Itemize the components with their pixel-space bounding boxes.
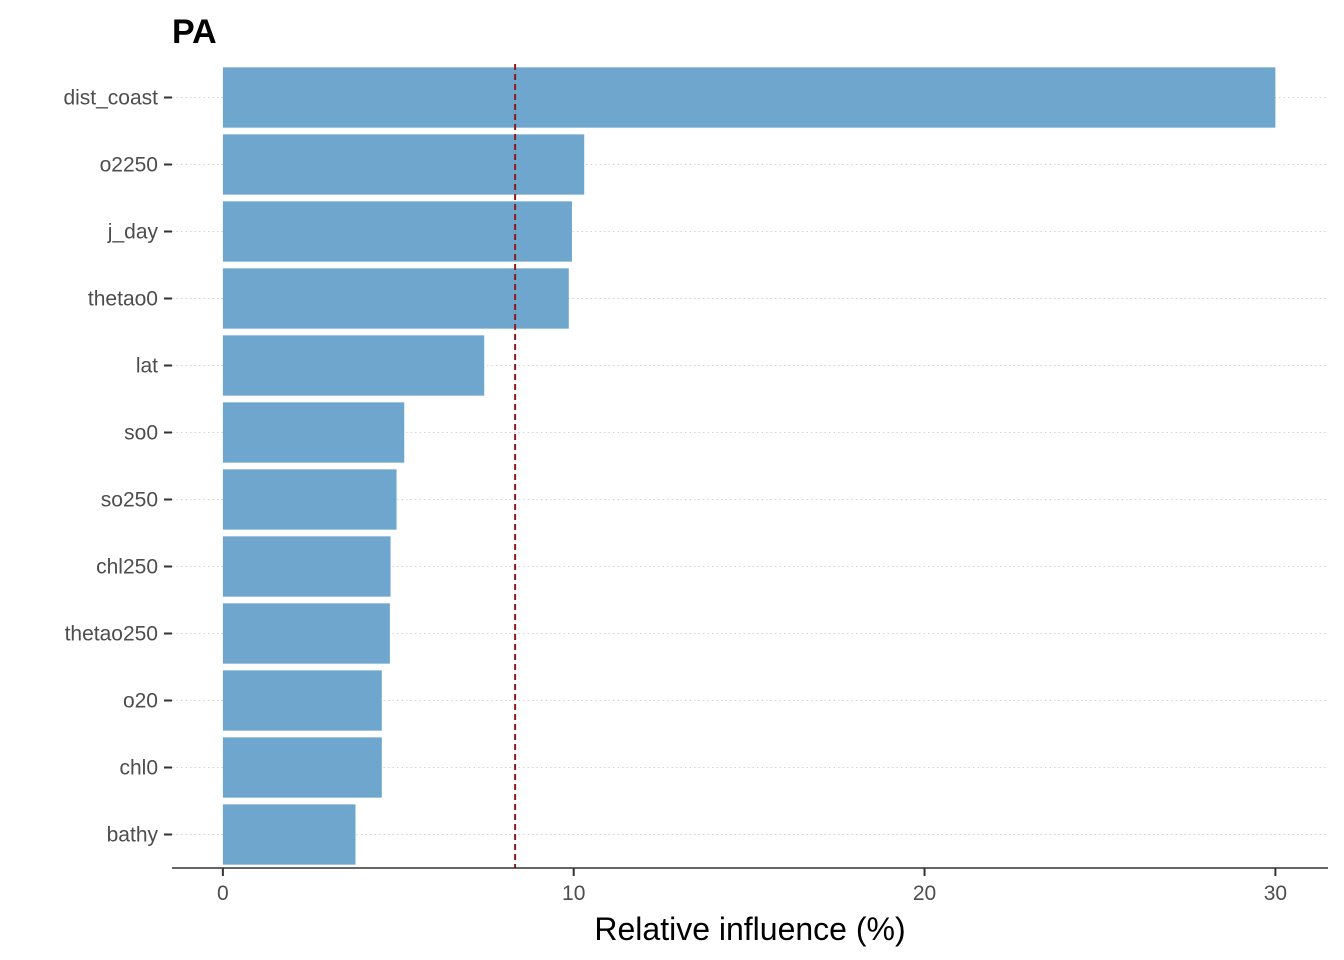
bar-so0: [222, 402, 405, 463]
y-tick-label: so250: [101, 489, 158, 512]
bars: [222, 67, 1276, 865]
y-tick-label: thetao250: [65, 623, 158, 646]
bar-dist_coast: [222, 67, 1276, 128]
y-tick-label: so0: [124, 422, 158, 445]
x-tick-label: 20: [913, 882, 936, 905]
y-tick-label: chl0: [119, 757, 158, 780]
y-tick-label: j_day: [107, 221, 159, 244]
x-axis-title: Relative influence (%): [594, 911, 905, 947]
bar-thetao250: [222, 603, 390, 664]
bar-thetao0: [222, 268, 569, 329]
x-tick-label: 10: [562, 882, 585, 905]
bar-bathy: [222, 804, 356, 865]
bar-chl0: [222, 737, 382, 798]
bar-j_day: [222, 201, 572, 262]
y-tick-label: chl250: [96, 556, 158, 579]
y-tick-label: o2250: [100, 154, 158, 177]
y-tick-label: bathy: [107, 824, 159, 847]
chart-title: PA: [172, 13, 217, 51]
x-axis: 0 10 20 30: [172, 867, 1328, 905]
x-tick-label: 0: [217, 882, 229, 905]
bar-so250: [222, 469, 397, 530]
y-tick-label: o20: [123, 690, 158, 713]
gridlines: [172, 97, 1328, 835]
y-tick-label: lat: [136, 355, 158, 378]
bar-lat: [222, 335, 485, 396]
y-axis: dist_coast o2250 j_day thetao0 lat so0 so250 ch…: [63, 87, 172, 847]
y-tick-label: dist_coast: [63, 87, 158, 110]
bar-chl250: [222, 536, 391, 597]
bar-o20: [222, 670, 382, 731]
x-tick-label: 30: [1264, 882, 1287, 905]
y-tick-label: thetao0: [88, 288, 158, 311]
bar-o2250: [222, 134, 585, 195]
